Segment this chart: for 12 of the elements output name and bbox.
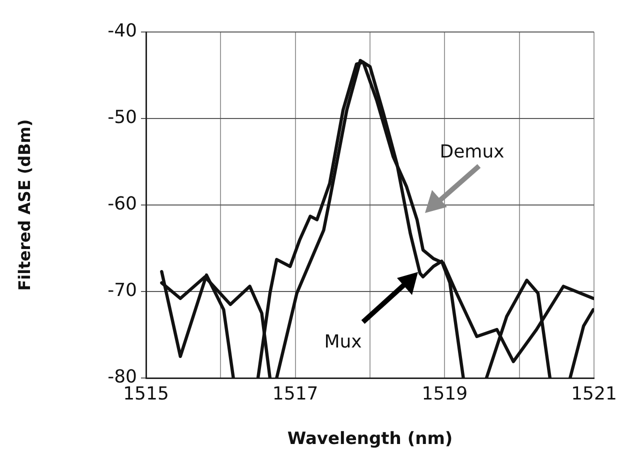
x-tick-label: 1517 [272,383,318,404]
annotation: Mux [324,332,362,352]
x-axis-title: Wavelength (nm) [287,429,453,450]
annotation: Demux [440,142,504,162]
y-tick-label: -40 [108,20,137,42]
y-axis-title: Filtered ASE (dBm) [14,119,34,291]
x-tick-label: 1521 [571,383,617,404]
x-tick-label: 1519 [422,383,468,404]
y-tick-label: -70 [108,280,137,302]
y-tick-label: -50 [108,107,137,128]
y-tick-label: -60 [108,194,137,215]
x-tick-label: 1515 [123,383,169,404]
